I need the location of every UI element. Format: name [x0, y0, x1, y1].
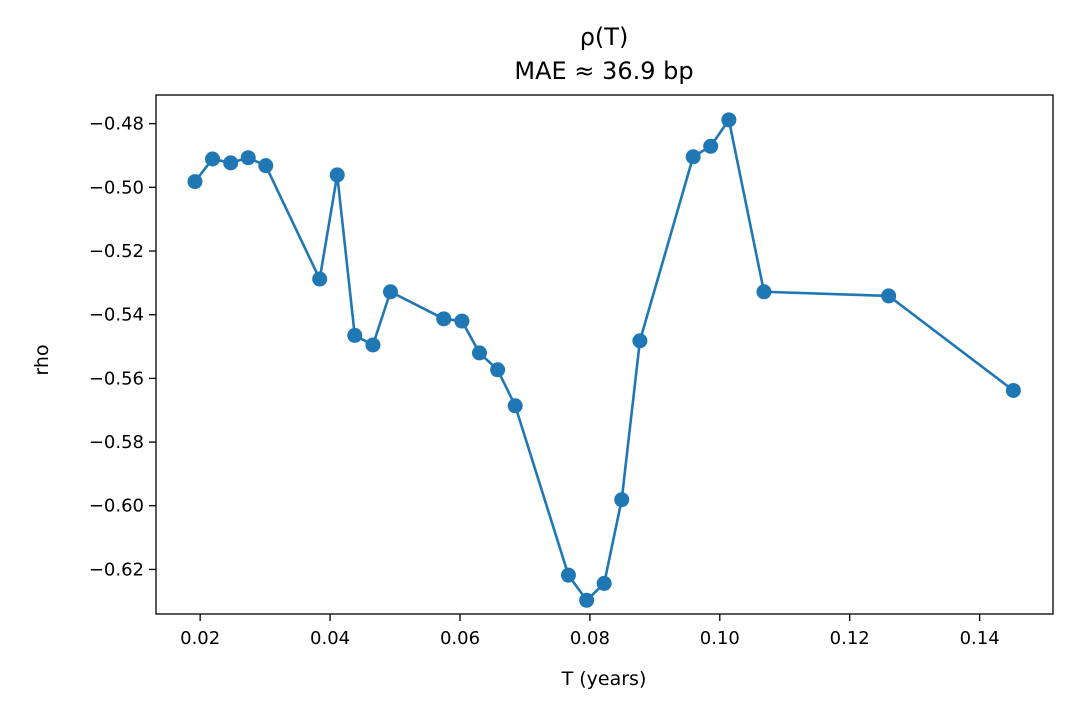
x-tick-label: 0.12 — [830, 628, 870, 649]
data-point — [756, 284, 772, 300]
y-axis-label: rho — [31, 344, 53, 375]
plot-frame — [155, 94, 1054, 615]
data-point — [632, 333, 648, 349]
x-tick-label: 0.08 — [570, 628, 610, 649]
data-point — [614, 492, 630, 508]
y-tick-label: −0.52 — [89, 241, 144, 262]
y-tick-label: −0.60 — [89, 496, 144, 517]
x-axis-label: T (years) — [561, 668, 647, 690]
data-point — [347, 327, 363, 343]
data-point — [490, 362, 506, 378]
data-point — [382, 284, 398, 300]
data-point — [560, 567, 576, 583]
data-point — [312, 271, 328, 287]
y-tick-label: −0.58 — [89, 432, 144, 453]
chart-title: ρ(T) — [580, 23, 629, 51]
data-point — [721, 112, 737, 128]
x-axis: 0.02 0.04 0.06 0.08 0.10 0.12 0.14 — [180, 614, 1000, 649]
data-point — [685, 149, 701, 165]
data-point — [365, 337, 381, 353]
data-point — [187, 174, 203, 190]
y-tick-label: −0.54 — [89, 305, 144, 326]
series-line — [193, 116, 1015, 603]
data-point — [454, 313, 470, 329]
y-tick-label: −0.62 — [89, 559, 144, 580]
x-tick-label: 0.06 — [440, 628, 480, 649]
y-tick-label: −0.48 — [89, 114, 144, 135]
data-point — [223, 155, 239, 171]
data-point — [471, 345, 487, 361]
series-points — [187, 112, 1021, 608]
y-axis: −0.48 −0.50 −0.52 −0.54 −0.56 −0.58 −0.60 −0.62 — [89, 114, 156, 580]
x-tick-label: 0.04 — [310, 628, 350, 649]
y-tick-label: −0.56 — [89, 368, 144, 389]
data-point — [579, 592, 595, 608]
x-tick-label: 0.02 — [180, 628, 220, 649]
data-point — [329, 167, 345, 183]
data-point — [205, 151, 221, 167]
data-point — [507, 398, 523, 414]
x-tick-label: 0.10 — [700, 628, 740, 649]
data-point — [436, 311, 452, 327]
chart-subtitle: MAE ≈ 36.9 bp — [514, 57, 693, 85]
data-point — [881, 288, 897, 304]
x-tick-label: 0.14 — [960, 628, 1000, 649]
y-tick-label: −0.50 — [89, 177, 144, 198]
data-point — [596, 575, 612, 591]
data-point — [240, 150, 256, 166]
data-point — [703, 138, 719, 154]
data-point — [258, 158, 274, 174]
data-point — [1005, 382, 1021, 398]
